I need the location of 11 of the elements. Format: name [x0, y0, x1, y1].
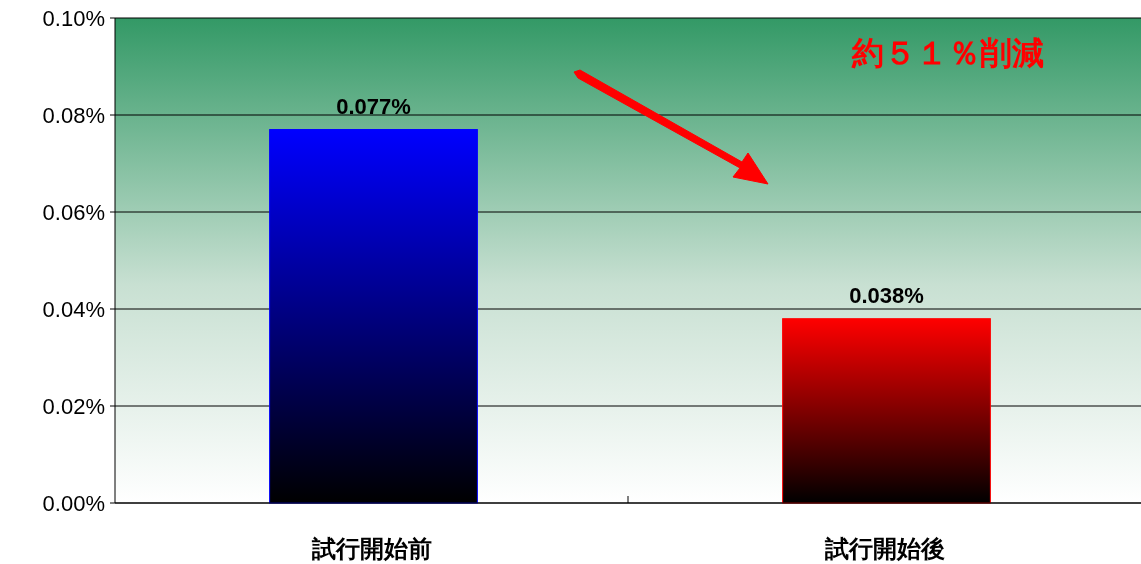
y-tick-label: 0.10% [42, 6, 105, 31]
annotation: 約５１％削減 [851, 34, 1044, 72]
y-tick-label: 0.00% [42, 491, 105, 516]
x-tick-label: 試行開始後 [823, 535, 945, 563]
y-tick-label: 0.08% [42, 103, 105, 128]
data-label: 0.038% [849, 282, 924, 308]
x-tick-label: 試行開始前 [310, 535, 432, 563]
y-tick-label: 0.06% [42, 200, 105, 225]
y-tick-label: 0.02% [42, 394, 105, 419]
y-tick-label: 0.04% [42, 297, 105, 322]
data-label: 0.077% [336, 93, 411, 119]
